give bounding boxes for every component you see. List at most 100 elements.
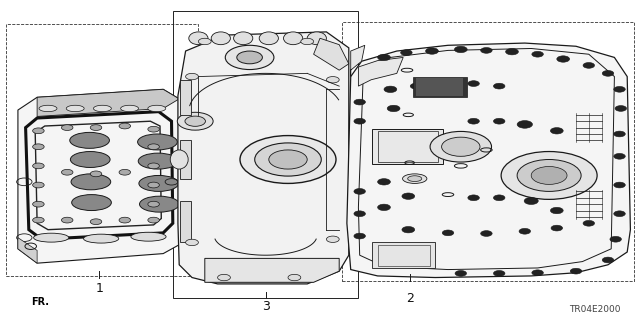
Circle shape — [378, 54, 390, 61]
Circle shape — [90, 171, 102, 177]
Circle shape — [468, 195, 479, 201]
Circle shape — [61, 169, 73, 175]
Ellipse shape — [139, 175, 179, 191]
Circle shape — [426, 48, 438, 54]
Circle shape — [614, 153, 625, 159]
Circle shape — [454, 46, 467, 53]
Circle shape — [225, 45, 274, 70]
Circle shape — [517, 121, 532, 128]
Circle shape — [354, 118, 365, 124]
Ellipse shape — [84, 234, 119, 243]
Circle shape — [531, 167, 567, 184]
Circle shape — [354, 99, 365, 105]
Circle shape — [240, 136, 336, 183]
Polygon shape — [372, 242, 435, 268]
Ellipse shape — [284, 32, 303, 45]
Circle shape — [517, 160, 581, 191]
Circle shape — [401, 50, 412, 56]
Circle shape — [269, 150, 307, 169]
Circle shape — [61, 125, 73, 130]
Circle shape — [455, 271, 467, 276]
Ellipse shape — [138, 134, 177, 150]
Circle shape — [255, 143, 321, 176]
Circle shape — [148, 217, 159, 223]
Polygon shape — [180, 80, 191, 115]
Circle shape — [614, 86, 625, 92]
Text: 3: 3 — [262, 300, 269, 313]
Circle shape — [583, 63, 595, 68]
Circle shape — [570, 268, 582, 274]
Polygon shape — [413, 77, 467, 97]
Text: TR04E2000: TR04E2000 — [570, 305, 621, 314]
Circle shape — [532, 270, 543, 276]
Circle shape — [33, 163, 44, 169]
Polygon shape — [37, 89, 179, 116]
Ellipse shape — [234, 32, 253, 45]
Ellipse shape — [131, 232, 166, 241]
Circle shape — [33, 217, 44, 223]
Circle shape — [148, 182, 159, 188]
Ellipse shape — [148, 105, 166, 112]
Circle shape — [33, 128, 44, 134]
Ellipse shape — [408, 176, 422, 182]
Polygon shape — [351, 45, 365, 77]
Circle shape — [61, 217, 73, 223]
Circle shape — [614, 182, 625, 188]
Circle shape — [378, 179, 390, 185]
Polygon shape — [347, 43, 630, 278]
Ellipse shape — [34, 233, 69, 242]
Circle shape — [602, 70, 614, 76]
Ellipse shape — [66, 105, 84, 112]
Circle shape — [493, 118, 505, 124]
Circle shape — [551, 225, 563, 231]
Ellipse shape — [39, 105, 57, 112]
Circle shape — [119, 217, 131, 223]
Circle shape — [148, 201, 159, 207]
Circle shape — [119, 169, 131, 175]
Circle shape — [90, 125, 102, 130]
Ellipse shape — [138, 153, 178, 169]
Circle shape — [550, 128, 563, 134]
Circle shape — [218, 274, 230, 281]
Text: FR.: FR. — [31, 297, 49, 308]
Polygon shape — [416, 78, 463, 96]
Circle shape — [326, 236, 339, 242]
Circle shape — [33, 201, 44, 207]
Polygon shape — [18, 89, 180, 263]
Polygon shape — [18, 238, 37, 263]
Circle shape — [481, 231, 492, 236]
Circle shape — [506, 48, 518, 55]
Circle shape — [402, 193, 415, 199]
Circle shape — [442, 137, 480, 156]
Circle shape — [524, 197, 538, 204]
Circle shape — [614, 211, 625, 217]
Circle shape — [301, 38, 314, 45]
Circle shape — [614, 131, 625, 137]
Circle shape — [354, 189, 365, 194]
Polygon shape — [180, 140, 191, 179]
Circle shape — [481, 48, 492, 53]
Circle shape — [384, 86, 397, 93]
Circle shape — [186, 239, 198, 246]
Circle shape — [90, 219, 102, 225]
Ellipse shape — [259, 32, 278, 45]
Text: 1: 1 — [95, 282, 103, 295]
Polygon shape — [372, 129, 443, 164]
Circle shape — [615, 106, 627, 111]
Circle shape — [326, 77, 339, 83]
Circle shape — [442, 230, 454, 236]
Polygon shape — [178, 32, 349, 284]
Ellipse shape — [72, 195, 111, 211]
Polygon shape — [205, 258, 339, 282]
Circle shape — [519, 228, 531, 234]
Circle shape — [148, 126, 159, 132]
Ellipse shape — [189, 32, 208, 45]
Circle shape — [237, 51, 262, 64]
Circle shape — [442, 82, 454, 87]
Ellipse shape — [71, 174, 111, 190]
Circle shape — [493, 83, 505, 89]
Circle shape — [387, 105, 400, 112]
Circle shape — [288, 274, 301, 281]
Ellipse shape — [121, 105, 139, 112]
Circle shape — [148, 144, 159, 150]
